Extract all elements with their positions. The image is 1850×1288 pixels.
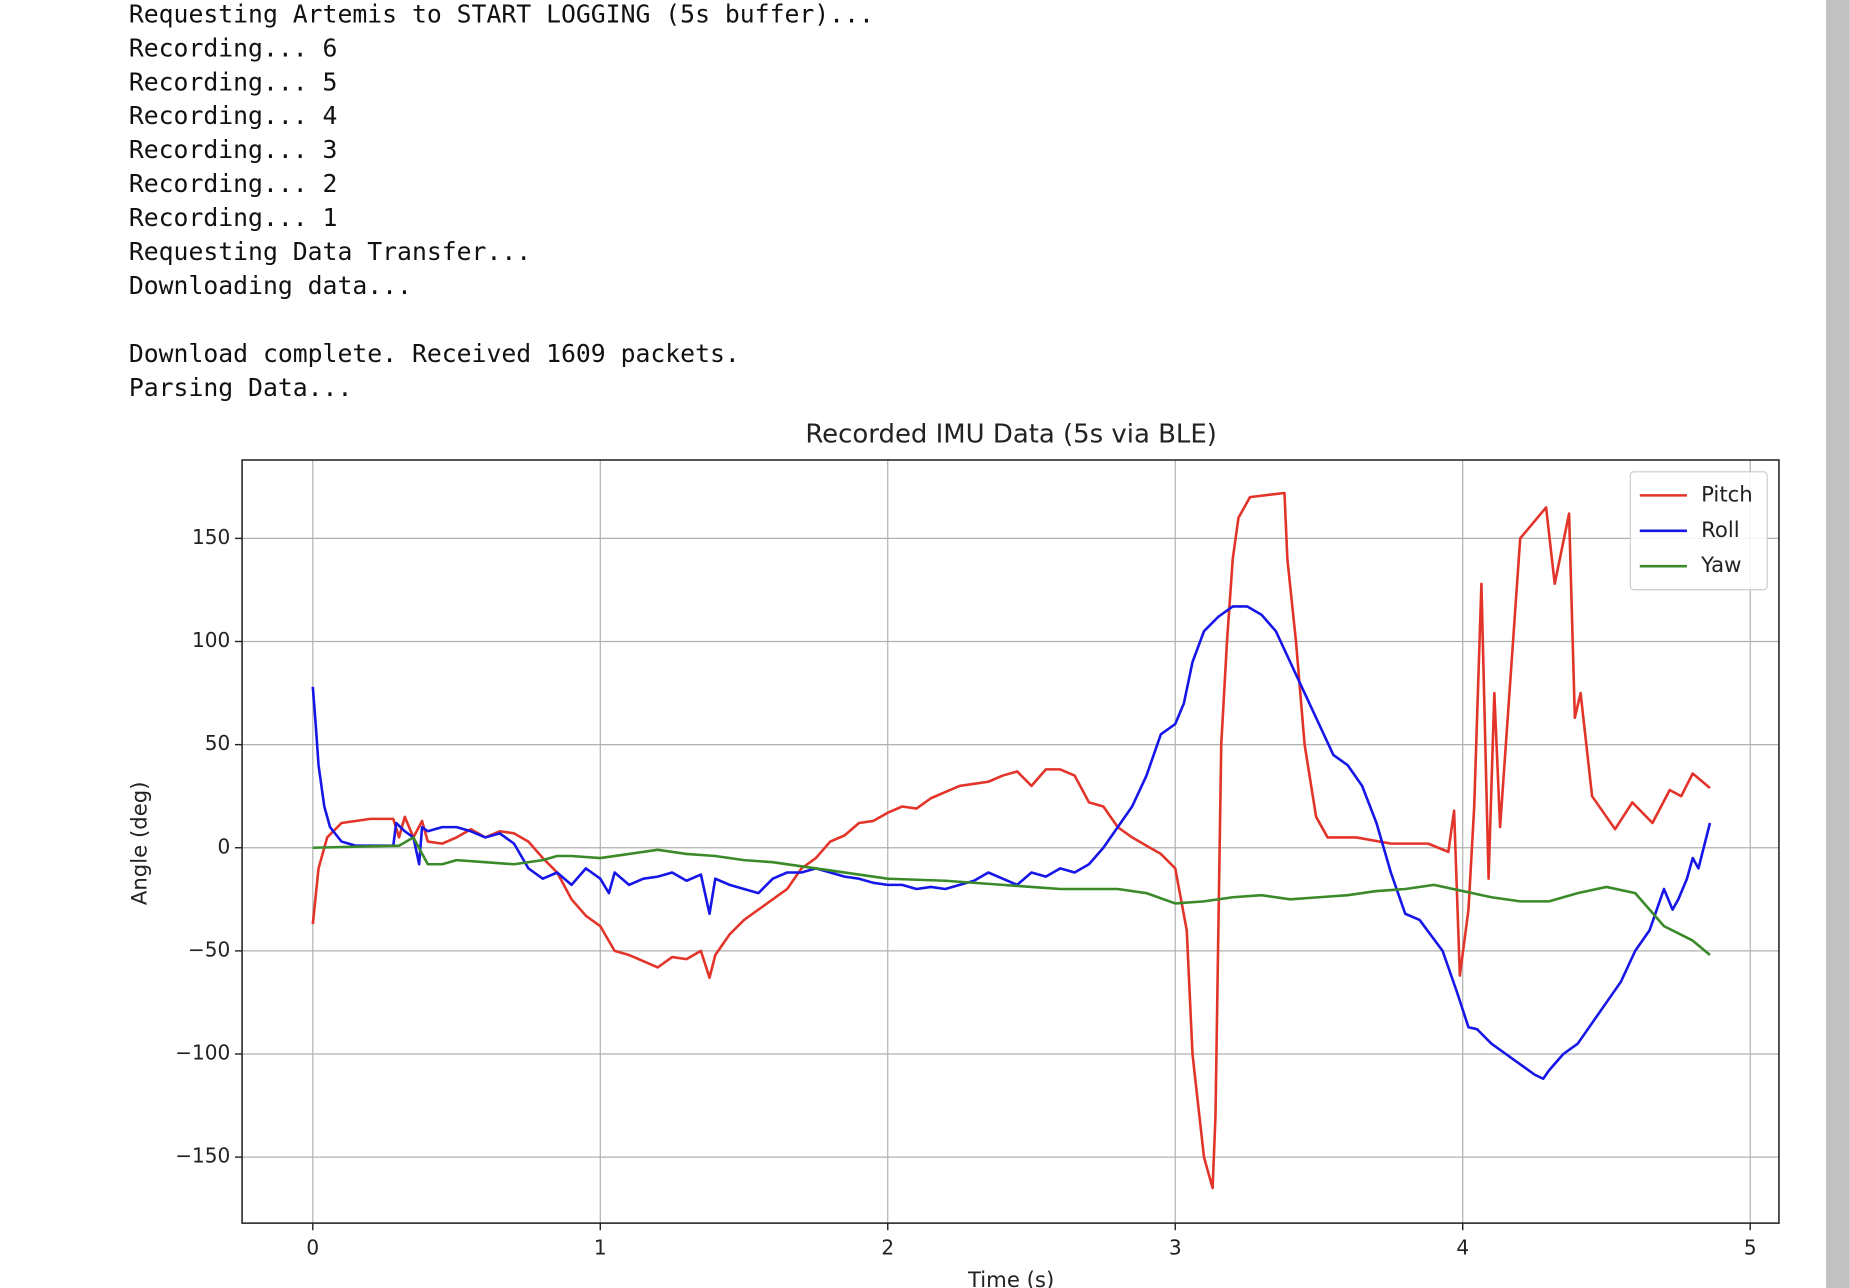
output-line: Recording... 6 (129, 33, 338, 62)
output-line: Downloading data... (129, 271, 412, 300)
legend-label: Yaw (1700, 553, 1741, 578)
x-tick-label: 1 (594, 1236, 607, 1260)
y-tick-label: 100 (192, 628, 230, 652)
y-tick-label: −50 (188, 937, 230, 961)
output-line: Recording... 5 (129, 67, 338, 96)
y-tick-label: 150 (192, 525, 230, 549)
output-line: Parsing Data... (129, 373, 353, 402)
output-line: Recording... 1 (129, 203, 338, 232)
data-line (312, 836, 1711, 957)
legend-box (1629, 471, 1768, 591)
x-tick-label: 3 (1169, 1236, 1182, 1260)
y-tick-label: −150 (175, 1144, 230, 1168)
data-line (311, 491, 1711, 1190)
x-axis-label: Time (s) (967, 1268, 1054, 1288)
output-line: Recording... 2 (129, 169, 338, 198)
chart-title: Recorded IMU Data (5s via BLE) (805, 420, 1217, 450)
output-line: Requesting Artemis to START LOGGING (5s … (129, 0, 874, 28)
output-line: Recording... 3 (129, 135, 338, 164)
y-tick-label: −100 (175, 1041, 230, 1065)
output-line: Download complete. Received 1609 packets… (129, 339, 740, 368)
data-line (311, 605, 1712, 1081)
y-tick-label: 0 (218, 834, 231, 858)
axes-frame (241, 459, 1780, 1224)
output-line: Recording... 4 (129, 101, 338, 130)
y-axis-label: Angle (deg) (128, 781, 153, 905)
scrollbar[interactable] (1826, 0, 1850, 1288)
plot-area (311, 491, 1712, 1190)
legend-label: Pitch (1701, 482, 1753, 507)
legend-label: Roll (1701, 518, 1740, 543)
x-tick-label: 5 (1744, 1236, 1757, 1260)
x-tick-label: 4 (1456, 1236, 1469, 1260)
output-line: Requesting Data Transfer... (129, 237, 531, 266)
x-tick-label: 2 (881, 1236, 894, 1260)
x-tick-label: 0 (306, 1236, 319, 1260)
y-tick-label: 50 (205, 731, 231, 755)
